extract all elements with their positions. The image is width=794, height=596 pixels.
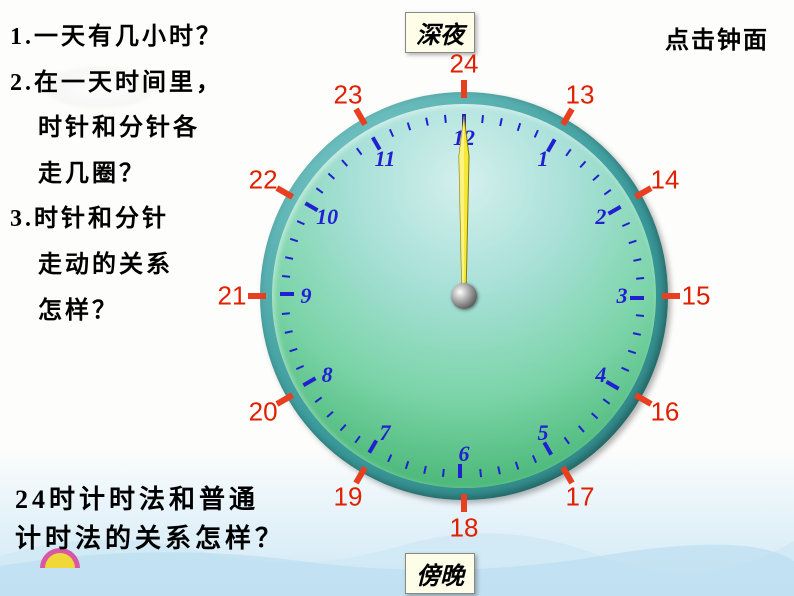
clock-number-24h: 23 (334, 80, 363, 111)
clock-number-24h: 17 (566, 481, 595, 512)
tick-major (630, 296, 644, 300)
clock-number-12h: 7 (380, 420, 391, 446)
clock-number-12h: 6 (459, 441, 470, 467)
tag-evening: 傍晚 (405, 553, 475, 594)
clock-number-24h: 16 (650, 397, 679, 428)
clock-number-12h: 5 (538, 420, 549, 446)
clock-number-24h: 24 (450, 49, 479, 80)
clock-number-24h: 18 (450, 513, 479, 544)
clock[interactable]: 123456789101112131415161718192021222324 (210, 42, 718, 550)
minute-hand (454, 116, 474, 296)
hour-mark (461, 80, 467, 98)
clock-number-24h: 21 (218, 281, 247, 312)
clock-number-24h: 15 (682, 281, 711, 312)
clock-hub (451, 283, 477, 309)
hour-mark (248, 293, 266, 299)
clock-number-24h: 13 (566, 80, 595, 111)
hour-mark (461, 494, 467, 512)
clock-number-24h: 22 (249, 165, 278, 196)
clock-number-12h: 11 (375, 146, 396, 172)
clock-number-24h: 19 (334, 481, 363, 512)
clock-number-12h: 4 (595, 362, 606, 388)
hour-mark (662, 293, 680, 299)
clock-number-12h: 8 (322, 362, 333, 388)
tick-major (280, 292, 294, 296)
clock-number-12h: 3 (617, 283, 628, 309)
clock-number-24h: 20 (249, 397, 278, 428)
clock-number-24h: 14 (650, 165, 679, 196)
clock-number-12h: 10 (316, 204, 338, 230)
clock-number-12h: 9 (301, 283, 312, 309)
clock-number-12h: 1 (538, 146, 549, 172)
clock-number-12h: 2 (595, 204, 606, 230)
